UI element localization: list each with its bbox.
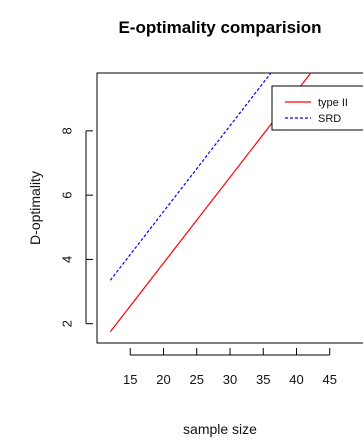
series-line-type-ii	[109, 73, 312, 333]
y-tick-label-8: 8	[59, 127, 74, 134]
x-tick-label-40: 40	[289, 372, 303, 387]
x-tick-label-45: 45	[323, 372, 337, 387]
x-tick-label-15: 15	[123, 372, 137, 387]
legend-label-srd: SRD	[318, 113, 341, 125]
x-axis: 15 20 25 30 35 40 45	[123, 348, 337, 387]
y-tick-label-2: 2	[59, 320, 74, 327]
legend: type II SRD	[271, 85, 363, 131]
legend-box	[271, 85, 363, 131]
x-tick-label-30: 30	[223, 372, 237, 387]
y-axis: 2 4 6 8	[59, 127, 93, 327]
y-axis-label: D-optimality	[27, 171, 43, 245]
x-tick-label-25: 25	[190, 372, 204, 387]
x-tick-label-20: 20	[156, 372, 170, 387]
series-group	[109, 73, 312, 333]
series-line-srd	[109, 73, 272, 281]
y-tick-label-6: 6	[59, 192, 74, 199]
legend-label-type-ii: type II	[318, 97, 348, 109]
plot-frame	[96, 72, 363, 344]
x-axis-label: sample size	[183, 421, 257, 437]
y-tick-label-4: 4	[59, 256, 74, 263]
x-tick-label-35: 35	[256, 372, 270, 387]
chart-title: E-optimality comparision	[118, 18, 321, 37]
